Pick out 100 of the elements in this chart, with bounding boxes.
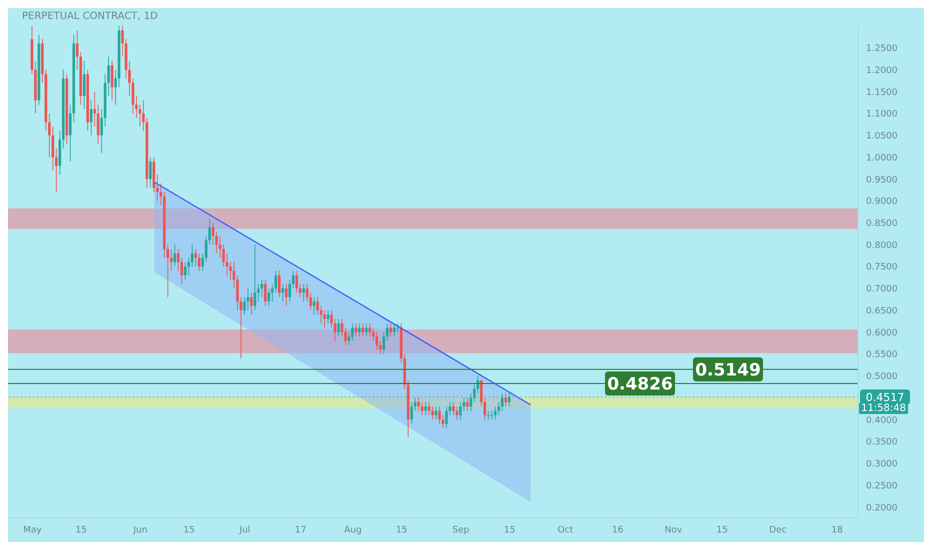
text: 11:58:48	[859, 403, 908, 414]
x-tick-label: 15	[396, 525, 408, 536]
x-tick-label: Aug	[344, 525, 362, 536]
y-tick-label: 0.6000	[866, 328, 898, 338]
candlestick	[284, 284, 288, 306]
ref-line-label: 0.4517	[866, 390, 904, 404]
candlestick	[438, 406, 441, 424]
y-tick-label: 0.3000	[866, 460, 898, 470]
candlestick	[246, 288, 250, 311]
candlestick	[176, 248, 180, 272]
x-tick-label: Jul	[238, 525, 250, 536]
ref-line-label: 0.5149	[695, 360, 761, 380]
candlestick	[312, 296, 316, 316]
candlestick	[260, 279, 264, 298]
y-tick-label: 0.2500	[866, 481, 898, 492]
candlestick	[337, 318, 340, 337]
candlestick	[82, 60, 86, 110]
y-tick-label: 1.0000	[866, 153, 898, 164]
y-tick-label: 0.3500	[866, 438, 898, 448]
y-tick-label: 0.9500	[866, 175, 898, 186]
y-tick-label: 0.2000	[866, 503, 898, 514]
candlestick	[410, 402, 413, 424]
x-tick-label: 17	[294, 525, 306, 536]
y-tick-label: 1.1500	[866, 88, 898, 98]
candlestick	[351, 322, 354, 342]
x-tick-label: 18	[831, 525, 844, 536]
y-tick-label: 1.2500	[866, 44, 898, 54]
candlestick	[376, 332, 378, 350]
y-tick-label: 1.1000	[866, 110, 898, 120]
candlestick	[166, 244, 170, 298]
y-tick-label: 0.8000	[866, 240, 898, 251]
candlestick	[268, 288, 270, 306]
candlestick	[271, 284, 274, 302]
candlestick	[288, 279, 292, 302]
y-tick-label: 1.0500	[866, 132, 898, 142]
candlestick	[323, 310, 326, 328]
candlestick	[68, 104, 72, 162]
candlestick	[382, 332, 386, 354]
x-tick-label: May	[23, 525, 42, 536]
candlestick	[298, 284, 302, 298]
candlestick	[484, 397, 486, 420]
chart-title: PERPETUAL CONTRACT, 1D	[22, 11, 158, 22]
candlestick	[281, 284, 284, 302]
candlestick	[250, 292, 253, 316]
candlestick	[428, 402, 430, 416]
y-tick-label: 0.5500	[866, 350, 898, 360]
candlestick	[295, 270, 298, 294]
candlestick	[417, 397, 420, 412]
candlestick	[243, 296, 246, 316]
candlestick	[386, 322, 389, 342]
candlestick	[452, 402, 455, 416]
candlestick	[274, 270, 278, 294]
x-tick-label: 15	[183, 525, 195, 536]
y-tick-label: 0.4000	[866, 416, 898, 426]
candlestick	[504, 392, 508, 407]
candlestick	[180, 257, 184, 284]
candlestick	[445, 406, 448, 429]
y-tick-label: 0.7000	[866, 284, 898, 295]
candlestick	[110, 60, 114, 101]
y-tick-label: 0.9000	[866, 197, 898, 208]
candlestick	[424, 402, 427, 416]
x-tick-label: Jun	[132, 525, 148, 536]
candlestick	[459, 402, 462, 420]
candlestick	[187, 257, 190, 276]
candlestick	[466, 397, 469, 412]
ref-line-label: 0.4826	[607, 374, 673, 394]
x-tick-label: 15	[75, 525, 87, 536]
candlestick	[90, 100, 92, 136]
x-tick-label: 15	[716, 525, 728, 536]
y-tick-label: 1.2000	[866, 66, 898, 76]
x-tick-label: 16	[612, 525, 624, 536]
candlestick	[264, 279, 267, 306]
candlestick	[309, 292, 312, 311]
x-tick-label: Sep	[452, 525, 470, 536]
x-tick-label: 15	[504, 525, 516, 536]
x-tick-label: Nov	[664, 525, 683, 536]
y-tick-label: 0.5000	[866, 372, 898, 382]
candlestick	[302, 284, 305, 302]
candlestick	[215, 231, 218, 254]
candlestick	[254, 244, 256, 311]
candlestick	[198, 253, 200, 272]
candlestick	[184, 262, 187, 280]
candlestick	[149, 156, 152, 188]
candlestick	[434, 406, 438, 420]
candlestick	[76, 30, 79, 70]
x-tick-label: Oct	[558, 525, 574, 536]
candlestick	[480, 380, 483, 407]
y-tick-label: 0.7500	[866, 262, 898, 273]
candlestick	[190, 244, 194, 267]
candlestick	[55, 148, 58, 193]
candlestick	[194, 248, 197, 267]
candlestick	[96, 104, 100, 144]
candlestick	[372, 327, 375, 342]
x-tick-label: Dec	[769, 525, 787, 536]
y-tick-label: 0.8500	[866, 218, 898, 229]
candlestick	[173, 244, 176, 267]
candlestick	[326, 310, 330, 324]
candlestick	[497, 402, 500, 416]
candlestick	[292, 270, 295, 289]
candlestick	[420, 402, 424, 416]
